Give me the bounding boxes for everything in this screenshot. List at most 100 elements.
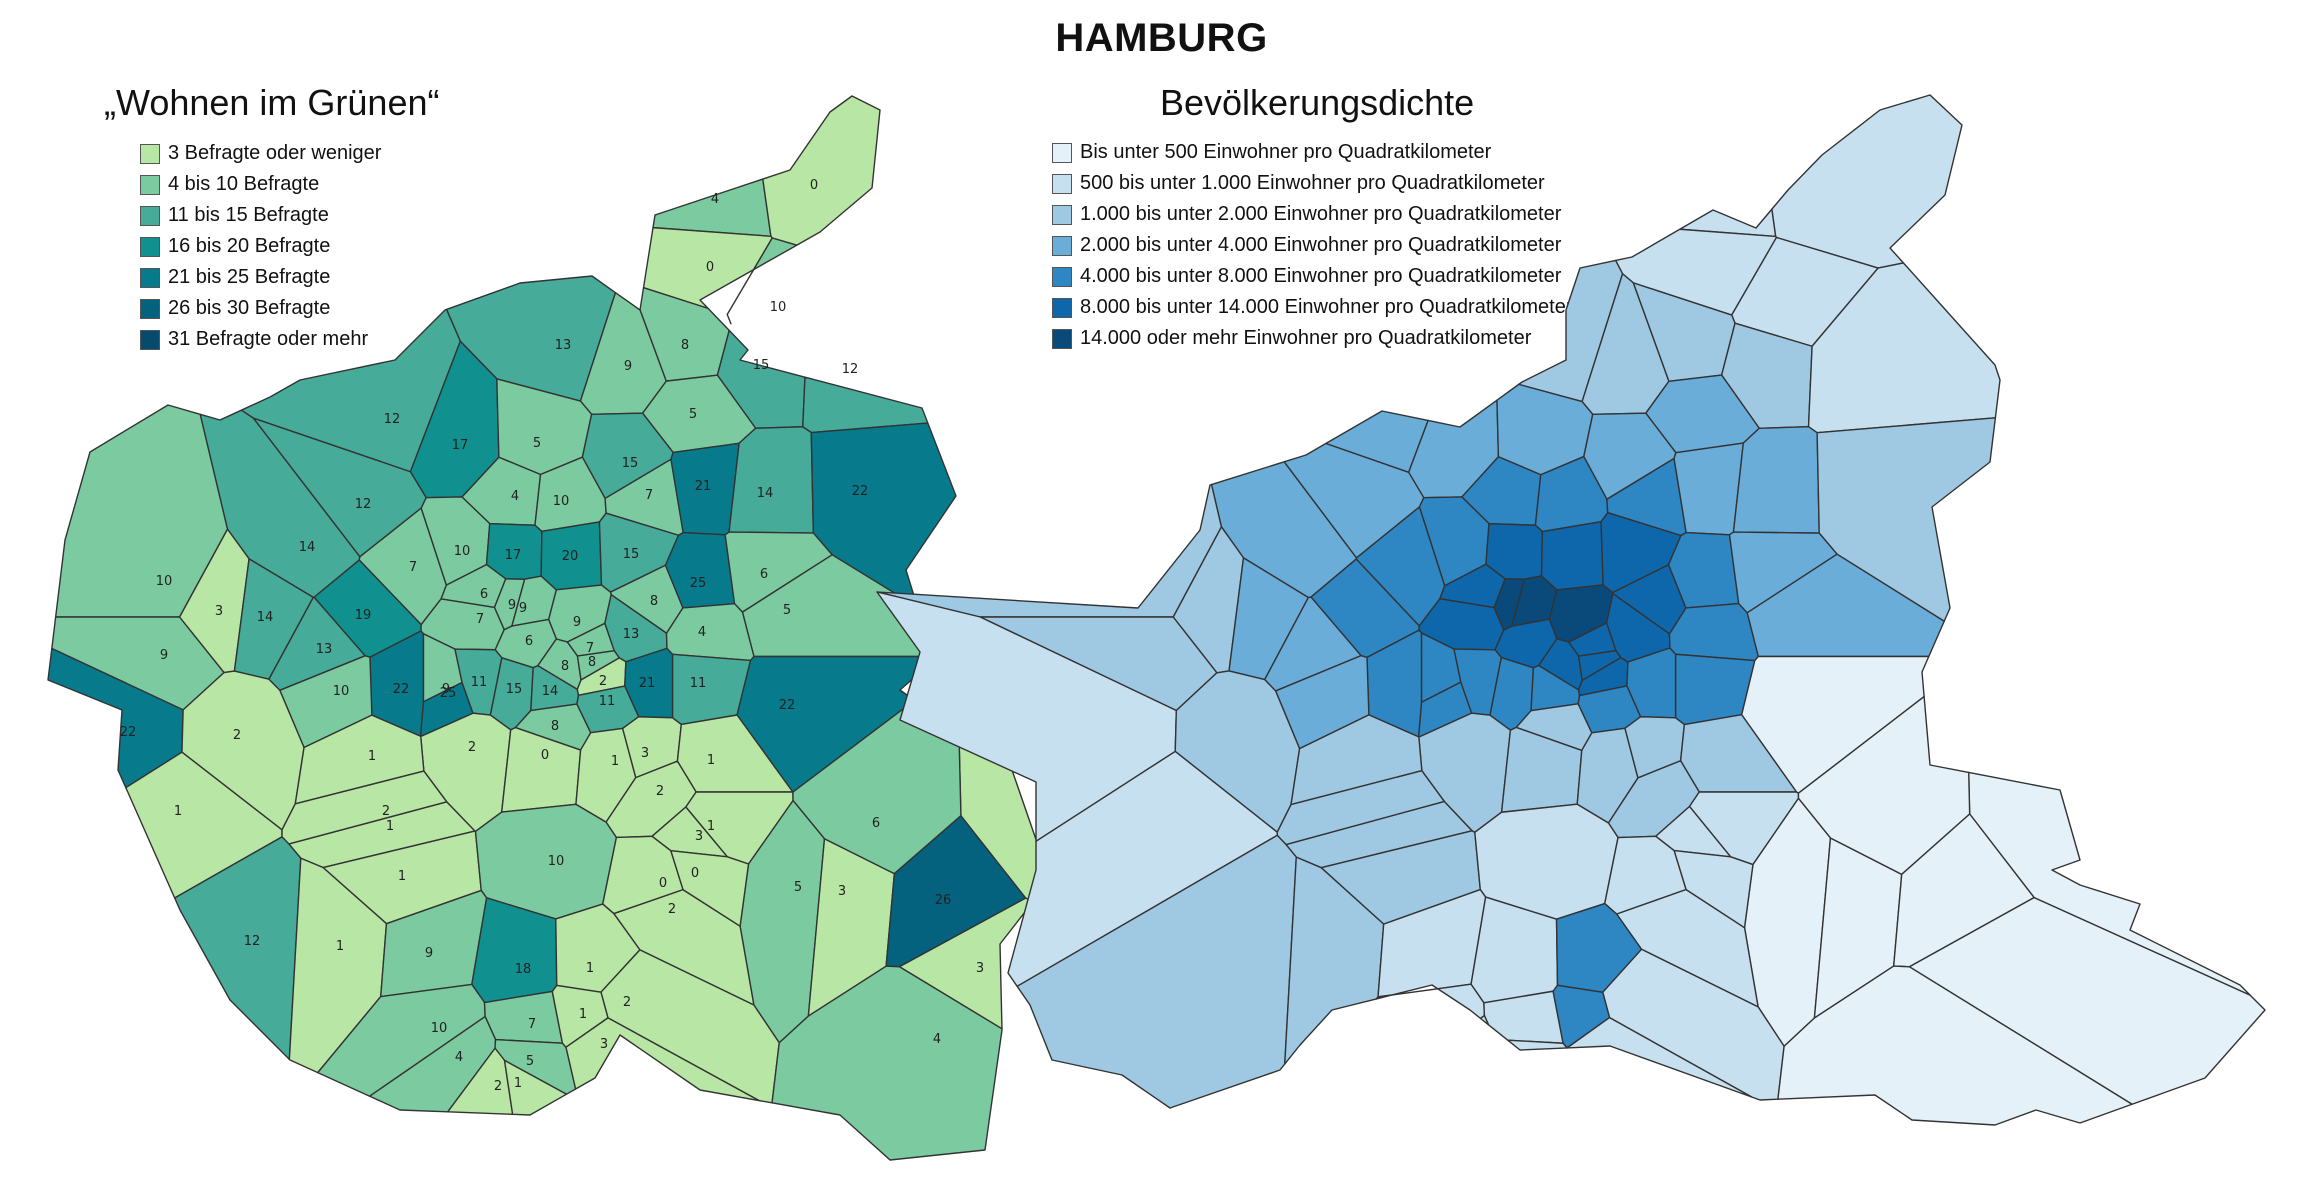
district-value-label: 4 — [455, 1050, 463, 1065]
legend-item: 11 bis 15 Befragte — [140, 200, 381, 231]
district-value-label: 1 — [586, 961, 594, 976]
district-value-label: 26 — [935, 893, 952, 908]
district — [1797, 695, 1971, 876]
district-value-label: 1 — [398, 869, 406, 884]
district-value-label: 13 — [623, 627, 640, 642]
legend-item: 1.000 bis unter 2.000 Einwohner pro Quad… — [1052, 199, 1573, 230]
district-value-label: 13 — [555, 338, 572, 353]
district — [173, 836, 302, 1061]
district-value-label: 8 — [561, 659, 569, 674]
district-value-label: 1 — [368, 749, 376, 764]
district-value-label: 17 — [505, 548, 522, 563]
district-value-label: 11 — [690, 676, 707, 691]
legend-swatch — [1052, 173, 1072, 194]
district-value-label: 4 — [511, 489, 519, 504]
district — [762, 95, 881, 246]
district-value-label: 14 — [757, 486, 774, 501]
district — [503, 1059, 568, 1116]
district-value-label: 14 — [542, 684, 559, 699]
district-value-label: 10 — [431, 1021, 448, 1036]
district-value-label: 15 — [622, 456, 639, 471]
district-value-label: 18 — [515, 962, 532, 977]
district-value-label: 5 — [794, 880, 802, 895]
legend-label: 21 bis 25 Befragte — [168, 266, 331, 288]
district-value-label: 21 — [639, 676, 656, 691]
district-value-label: 5 — [526, 1054, 534, 1069]
legend-label: 4 bis 10 Befragte — [168, 173, 320, 195]
district-value-label: 7 — [409, 560, 417, 575]
district — [1479, 1014, 1490, 1026]
district — [665, 602, 755, 662]
district-value-label: 9 — [425, 946, 433, 961]
legend-item: 14.000 oder mehr Einwohner pro Quadratki… — [1052, 323, 1573, 354]
district-value-label: 2 — [382, 804, 390, 819]
district-value-label: 10 — [333, 684, 350, 699]
legend-label: 26 bis 30 Befragte — [168, 297, 331, 319]
legend-item: 2.000 bis unter 4.000 Einwohner pro Quad… — [1052, 230, 1573, 261]
district-value-label: 14 — [257, 610, 274, 625]
district-value-label: 19 — [355, 608, 372, 623]
district-value-label: 1 — [611, 754, 619, 769]
district-value-label: 12 — [842, 362, 859, 377]
district-value-label: 3 — [838, 884, 846, 899]
district-value-label: 14 — [299, 540, 316, 555]
district-value-label: 8 — [551, 719, 559, 734]
district — [1568, 622, 1617, 657]
legend-swatch — [1052, 266, 1072, 287]
district-value-label: 12 — [355, 497, 372, 512]
district-value-label: 6 — [872, 816, 880, 831]
legend-label: 11 bis 15 Befragte — [168, 204, 329, 226]
district-value-label: 0 — [541, 748, 549, 763]
district-value-label: 12 — [384, 412, 401, 427]
district — [1771, 94, 1963, 269]
district-value-label: 12 — [244, 934, 261, 949]
district-value-label: 3 — [600, 1037, 608, 1052]
district-value-label: 9 — [573, 615, 581, 630]
district-value-label: 2 — [494, 1079, 502, 1094]
district — [566, 622, 615, 657]
district — [1807, 262, 2001, 434]
legend-label: 16 bis 20 Befragte — [168, 235, 331, 257]
district-value-label: 1 — [386, 819, 394, 834]
legend-item: 3 Befragte oder weniger — [140, 138, 381, 169]
district-value-label: 0 — [659, 876, 667, 891]
district-value-label: 0 — [706, 260, 714, 275]
district — [1732, 426, 1820, 534]
left-map-legend: 3 Befragte oder weniger 4 bis 10 Befragt… — [140, 138, 381, 355]
district-value-label: 5 — [783, 603, 791, 618]
district-value-label: 6 — [480, 587, 488, 602]
legend-swatch — [140, 174, 160, 195]
district — [600, 949, 780, 1104]
district-value-label: 22 — [393, 682, 410, 697]
district-value-label: 9 — [624, 359, 632, 374]
legend-item: 8.000 bis unter 14.000 Einwohner pro Qua… — [1052, 292, 1573, 323]
district-value-label: 2 — [668, 902, 676, 917]
district-value-label: 3 — [215, 604, 223, 619]
district — [1566, 1016, 1753, 1098]
district-value-label: 11 — [471, 675, 488, 690]
legend-swatch — [140, 329, 160, 350]
legend-item: 4.000 bis unter 8.000 Einwohner pro Quad… — [1052, 261, 1573, 292]
district-value-label: 25 — [690, 576, 707, 591]
legend-swatch — [1052, 235, 1072, 256]
legend-swatch — [140, 143, 160, 164]
district-value-label: 7 — [476, 612, 484, 627]
district — [1777, 965, 2133, 1126]
district-value-label: 2 — [656, 784, 664, 799]
district-value-label: 9 — [508, 598, 516, 613]
right-map-legend: Bis unter 500 Einwohner pro Quadratkilom… — [1052, 137, 1573, 354]
district-value-label: 10 — [156, 574, 173, 589]
district-value-label: 1 — [707, 819, 715, 834]
district-value-label: 2 — [623, 995, 631, 1010]
district-value-label: 8 — [650, 594, 658, 609]
district-value-label: 10 — [454, 544, 471, 559]
district-value-label: 5 — [533, 436, 541, 451]
legend-swatch — [1052, 328, 1072, 349]
legend-swatch — [140, 236, 160, 257]
district-value-label: 3 — [976, 961, 984, 976]
left-map-subtitle: „Wohnen im Grünen“ — [104, 82, 440, 123]
district-value-label: 1 — [514, 1076, 522, 1091]
legend-item: 500 bis unter 1.000 Einwohner pro Quadra… — [1052, 168, 1573, 199]
district — [565, 1017, 760, 1102]
